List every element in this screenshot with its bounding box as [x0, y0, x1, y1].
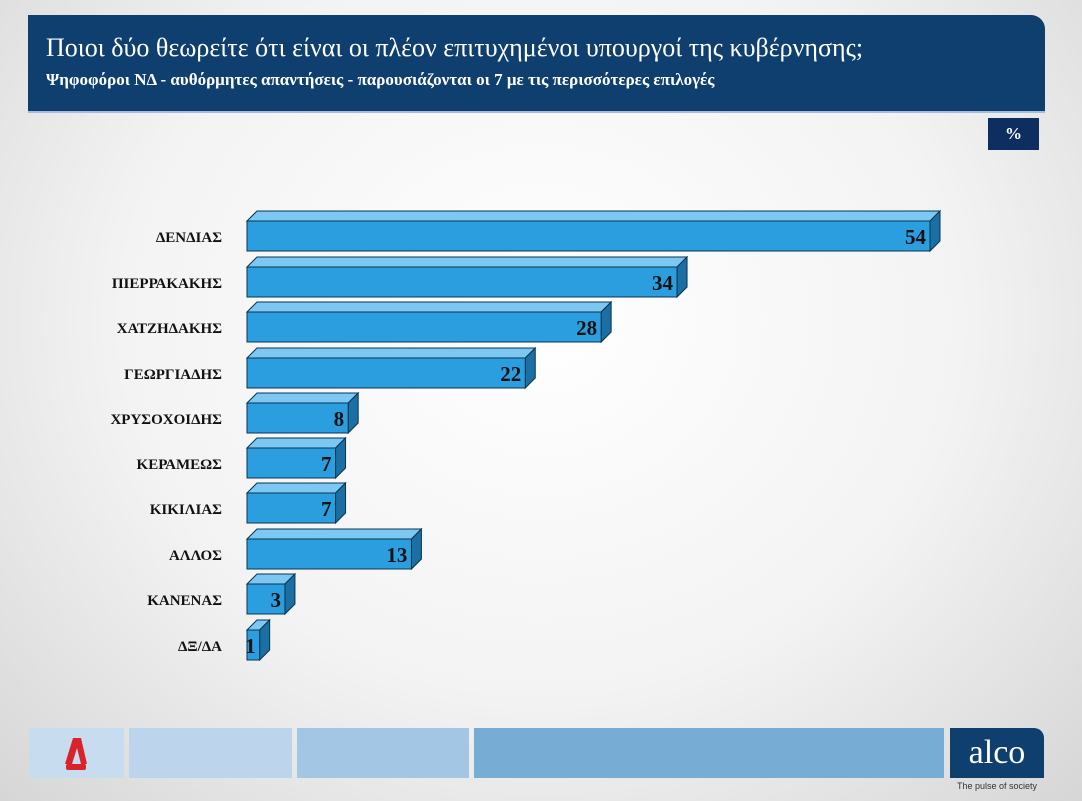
bar-top [245, 437, 347, 449]
chart-subtitle: Ψηφοφόροι ΝΔ - αυθόρμητες απαντήσεις - π… [46, 70, 715, 89]
category-label: ΚΙΚΙΛΙΑΣ [150, 502, 222, 518]
category-label: ΚΕΡΑΜΕΩΣ [137, 457, 223, 473]
data-label: 54 [905, 225, 927, 249]
data-label: 13 [386, 543, 407, 567]
bar-top [245, 482, 347, 494]
bar-top [245, 392, 360, 404]
category-label: ΑΛΛΟΣ [169, 548, 222, 564]
bar-top [245, 256, 689, 268]
category-label: ΧΡΥΣΟΧΟΙΔΗΣ [110, 412, 222, 428]
bar [246, 583, 286, 615]
bar [246, 492, 337, 524]
data-label: 8 [334, 407, 345, 431]
category-label: ΓΕΩΡΓΙΑΔΗΣ [124, 367, 222, 383]
chart-title: Ποιοι δύο θεωρείτε ότι είναι οι πλέον επ… [46, 33, 864, 62]
category-label: ΔΞ/ΔΑ [178, 639, 222, 655]
bar [246, 266, 678, 298]
category-label: ΔΕΝΔΙΑΣ [156, 230, 222, 246]
data-label: 7 [321, 452, 332, 476]
bar [246, 447, 337, 479]
bar [246, 357, 526, 389]
bar [246, 538, 412, 570]
bar-top [245, 301, 613, 313]
title-banner: Ποιοι δύο θεωρείτε ότι είναι οι πλέον επ… [28, 15, 1045, 113]
footer-band-1 [129, 728, 292, 778]
category-label: ΠΙΕΡΡΑΚΑΚΗΣ [112, 276, 222, 292]
alco-logo: alco [950, 728, 1044, 778]
data-label: 22 [500, 362, 521, 386]
unit-badge: % [988, 118, 1039, 150]
footer-band-3 [474, 728, 944, 778]
data-label: 34 [652, 271, 674, 295]
category-label: ΚΑΝΕΝΑΣ [147, 593, 222, 609]
bar [246, 220, 931, 252]
bar-top [245, 528, 423, 540]
bar-top [245, 347, 537, 359]
data-label: 7 [321, 497, 332, 521]
data-label: 1 [245, 634, 256, 658]
data-label: 28 [576, 316, 597, 340]
footer-band-2 [297, 728, 469, 778]
news-logo-panel [29, 728, 124, 778]
a-news-logo-icon [65, 738, 87, 770]
bar [246, 311, 602, 343]
category-label: ΧΑΤΖΗΔΑΚΗΣ [117, 321, 222, 337]
bar-top [245, 210, 942, 222]
alco-tagline: The pulse of society [957, 781, 1038, 791]
data-label: 3 [270, 588, 281, 612]
bar [246, 402, 349, 434]
bar [246, 629, 261, 661]
